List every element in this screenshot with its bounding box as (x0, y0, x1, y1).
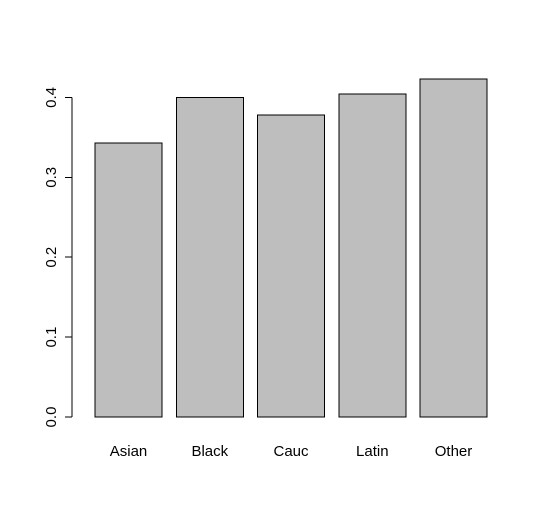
bar-latin (338, 93, 407, 418)
y-tick-label-2: 0.2 (43, 247, 60, 268)
x-tick-label-other: Other (435, 443, 473, 460)
y-tick-label-3: 0.3 (43, 167, 60, 188)
x-tick-label-latin: Latin (356, 443, 389, 460)
y-tick-label-0: 0.0 (43, 407, 60, 428)
bar-cauc (257, 114, 325, 418)
bar-asian (94, 142, 163, 418)
x-category-labels: Asian Black Cauc Latin Other (110, 443, 473, 460)
bar-other (419, 78, 488, 418)
bar-black (175, 96, 244, 418)
y-axis: 0.0 0.1 0.2 0.3 0.4 (43, 87, 73, 428)
x-tick-label-black: Black (191, 443, 228, 460)
y-tick-label-4: 0.4 (43, 87, 60, 108)
x-tick-label-asian: Asian (110, 443, 148, 460)
x-tick-label-cauc: Cauc (273, 443, 309, 460)
bars-group (94, 78, 488, 418)
y-tick-label-1: 0.1 (43, 327, 60, 348)
